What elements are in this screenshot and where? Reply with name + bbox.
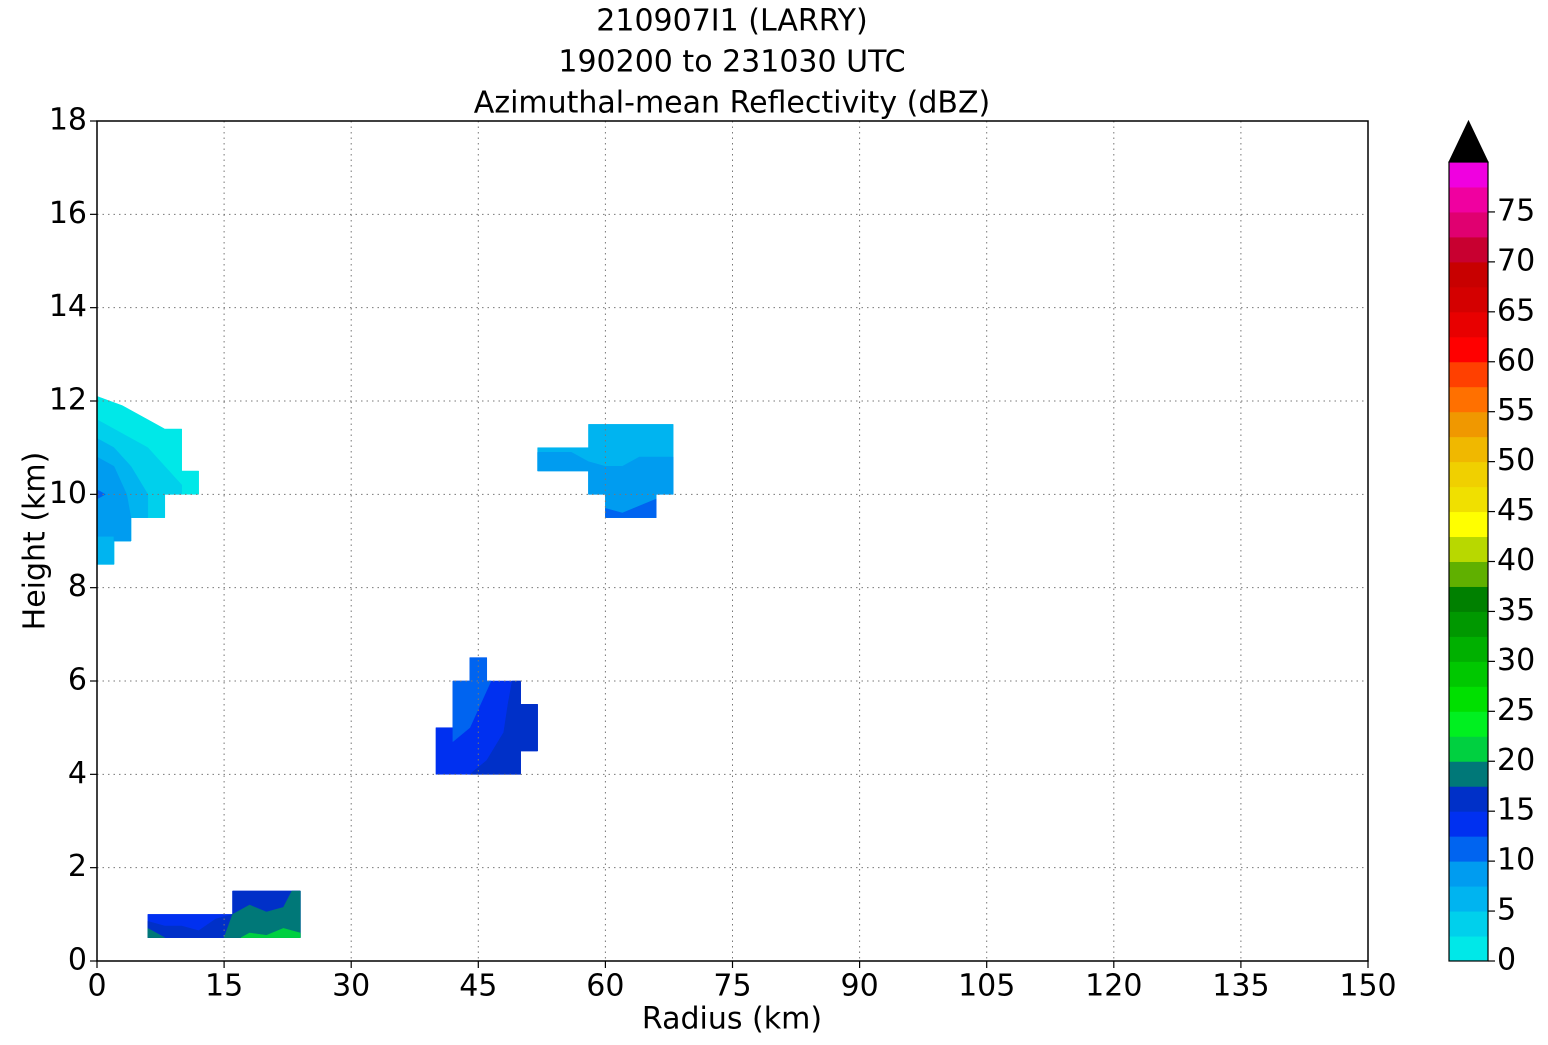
contour-region <box>96 456 132 542</box>
x-tick-label: 30 <box>332 969 370 1004</box>
colorbar-segment <box>1449 786 1488 812</box>
colorbar-tick-label: 25 <box>1497 693 1535 728</box>
colorbar-segment <box>1449 336 1488 363</box>
colorbar-segment <box>1449 661 1488 687</box>
colorbar-segment <box>1449 861 1488 887</box>
colorbar-tick-label: 55 <box>1497 393 1535 428</box>
colorbar-segment <box>1449 811 1488 837</box>
y-tick-label: 16 <box>49 196 87 231</box>
colorbar-tick-label: 45 <box>1497 493 1535 528</box>
colorbar-segment <box>1449 561 1488 587</box>
y-tick-label: 0 <box>68 943 87 978</box>
colorbar-segment <box>1449 361 1488 388</box>
y-tick-label: 10 <box>49 476 87 511</box>
x-tick-label: 60 <box>586 969 624 1004</box>
colorbar-segment <box>1449 761 1488 787</box>
colorbar-segment <box>1449 736 1488 762</box>
colorbar-segment <box>1449 286 1488 313</box>
colorbar-tick-label: 75 <box>1497 193 1535 228</box>
chart-title: 210907I1 (LARRY) <box>596 4 867 39</box>
x-tick-label: 45 <box>459 969 497 1004</box>
y-tick-label: 6 <box>68 663 87 698</box>
chart-subtitle: 190200 to 231030 UTC <box>558 45 905 80</box>
colorbar-tick-label: 40 <box>1497 543 1535 578</box>
colorbar-tick-label: 50 <box>1497 443 1535 478</box>
colorbar-segment <box>1449 511 1488 538</box>
colorbar-extension <box>1448 119 1489 163</box>
colorbar-segment <box>1449 461 1488 488</box>
x-tick-label: 105 <box>958 969 1015 1004</box>
colorbar-segment <box>1449 836 1488 862</box>
chart-title-line: Azimuthal-mean Reflectivity (dBZ) <box>474 86 990 121</box>
colorbar-segment <box>1449 636 1488 662</box>
x-tick-label: 75 <box>713 969 751 1004</box>
colorbar-segment <box>1449 686 1488 712</box>
x-tick-label: 150 <box>1339 969 1396 1004</box>
contour-region <box>223 890 301 938</box>
y-tick-label: 8 <box>68 569 87 604</box>
colorbar-segment <box>1449 211 1488 238</box>
colorbar-tick-label: 0 <box>1497 943 1516 978</box>
colorbar-segment <box>1449 436 1488 463</box>
colorbar-tick-label: 30 <box>1497 643 1535 678</box>
colorbar-tick-label: 60 <box>1497 343 1535 378</box>
colorbar-segment <box>1449 611 1488 637</box>
x-tick-label: 135 <box>1212 969 1269 1004</box>
colorbar-tick-label: 10 <box>1497 843 1535 878</box>
contour-region <box>452 657 492 743</box>
colorbar-tick-label: 20 <box>1497 743 1535 778</box>
colorbar-segment <box>1449 911 1488 937</box>
colorbar-segment <box>1449 311 1488 338</box>
colorbar-tick-label: 15 <box>1497 793 1535 828</box>
colorbar-tick-label: 65 <box>1497 293 1535 328</box>
colorbar-segment <box>1449 162 1488 188</box>
colorbar-segment <box>1449 586 1488 612</box>
plot-frame <box>96 120 1369 962</box>
y-tick-label: 12 <box>49 383 87 418</box>
colorbar-segment <box>1449 711 1488 737</box>
colorbar-segment <box>1449 536 1488 562</box>
colorbar-tick-label: 35 <box>1497 593 1535 628</box>
contour-region <box>605 498 657 518</box>
colorbar-segment <box>1449 261 1488 288</box>
x-tick-label: 90 <box>841 969 879 1004</box>
colorbar-segment <box>1449 936 1488 962</box>
y-axis-label: Height (km) <box>18 452 53 631</box>
colorbar-segment <box>1449 486 1488 513</box>
y-tick-label: 14 <box>49 289 87 324</box>
colorbar-tick-label: 5 <box>1497 893 1516 928</box>
colorbar-segment <box>1449 886 1488 912</box>
x-tick-label: 120 <box>1085 969 1142 1004</box>
colorbar-segment <box>1449 386 1488 413</box>
y-tick-label: 2 <box>68 849 87 884</box>
x-axis-label: Radius (km) <box>642 1002 822 1037</box>
colorbar-segment <box>1449 236 1488 263</box>
y-tick-label: 4 <box>68 756 87 791</box>
x-tick-label: 0 <box>87 969 106 1004</box>
contour-region <box>469 680 538 775</box>
y-tick-label: 18 <box>49 103 87 138</box>
colorbar-segment <box>1449 186 1488 213</box>
contour-region <box>147 927 165 938</box>
x-tick-label: 15 <box>205 969 243 1004</box>
colorbar-segment <box>1449 411 1488 438</box>
colorbar-tick-label: 70 <box>1497 243 1535 278</box>
contour-region <box>240 928 301 938</box>
